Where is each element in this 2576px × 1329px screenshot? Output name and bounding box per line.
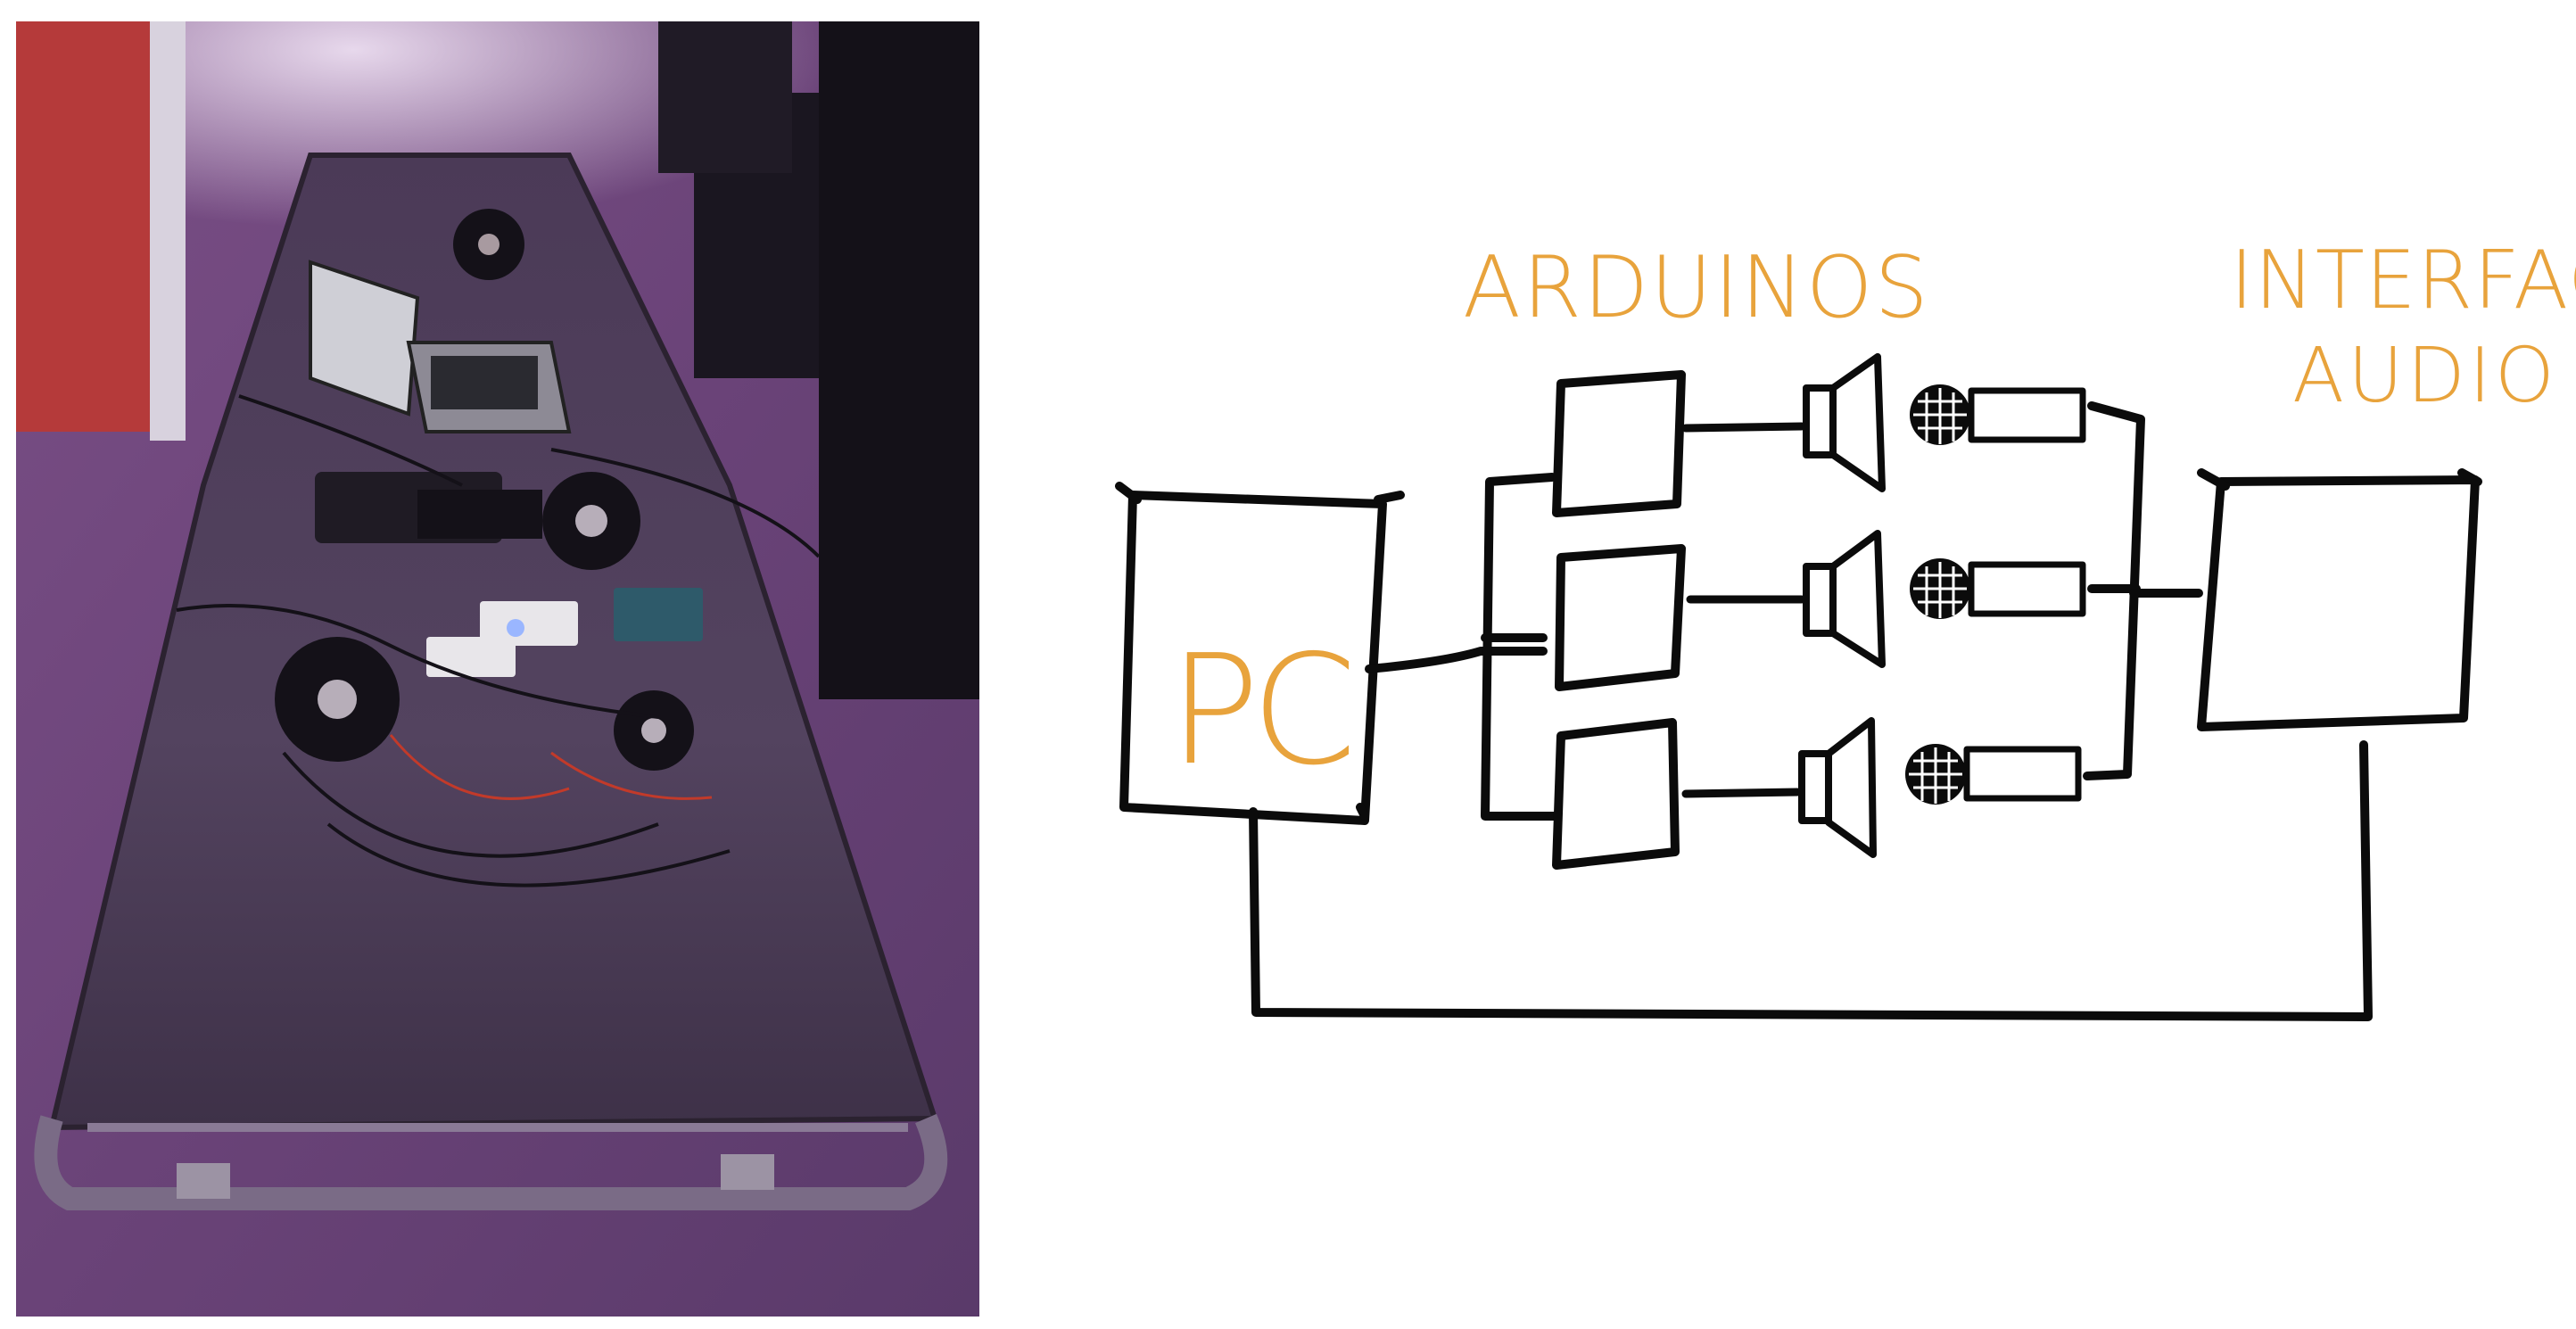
pc-box [1115, 482, 1405, 825]
laptop [309, 260, 572, 433]
arduino-box-2 [1555, 544, 1686, 691]
arduino-box-1 [1552, 370, 1686, 517]
cables [176, 394, 821, 887]
interface-audio-box [2197, 468, 2482, 731]
microphone-icon-3 [1905, 744, 2082, 805]
microphone-icon-1 [1910, 384, 2086, 445]
arduino-box-3 [1552, 718, 1680, 870]
speaker [275, 209, 694, 771]
pc-label: PC [1168, 623, 1350, 799]
installation-photo [16, 21, 979, 1317]
speaker-icon-1 [1803, 353, 1886, 492]
arduino-board [480, 601, 578, 646]
system-diagram: PC ARDUINOS [1026, 0, 2576, 1329]
arduinos-label: ARDUINOS [1463, 239, 1930, 337]
interface-label-line2: AUDIO [2292, 332, 2558, 420]
microphone-icon-2 [1910, 558, 2086, 619]
speaker-icon-3 [1798, 717, 1877, 858]
interface-label-line1: INTERFACE [2230, 234, 2576, 327]
speaker-icon-2 [1803, 530, 1886, 668]
red-pillar [16, 21, 150, 432]
